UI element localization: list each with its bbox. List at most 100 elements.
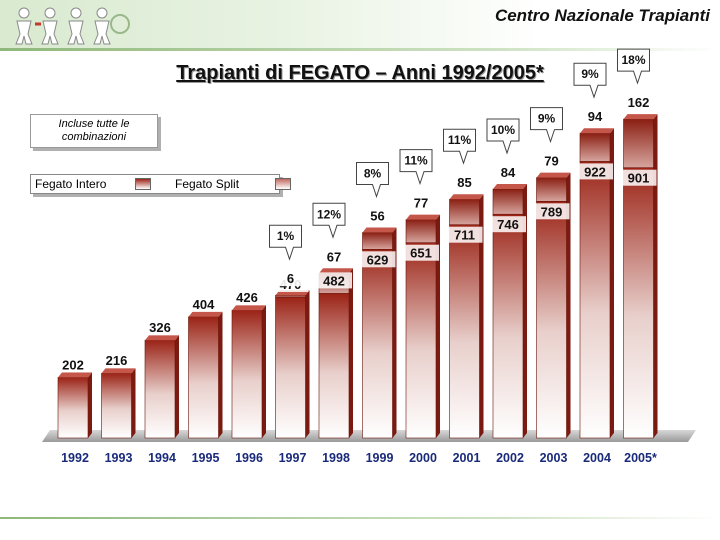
x-tick-label: 1993 [105, 451, 133, 465]
value-label-bg [533, 203, 570, 220]
bar-intero [275, 296, 306, 439]
value-label-intero: 326 [149, 320, 171, 335]
bar-split [275, 294, 306, 298]
value-label-split: 77 [414, 196, 428, 211]
percent-callout [530, 107, 563, 144]
x-tick-label: 2001 [453, 451, 481, 465]
percent-label: 11% [448, 133, 472, 147]
note-box: Incluse tutte le combinazioni [30, 114, 158, 148]
bar-top [145, 335, 179, 341]
value-label-bg [577, 163, 613, 180]
bar-top [188, 311, 223, 317]
bar-intero [579, 161, 611, 439]
bar-depth [479, 194, 484, 438]
bar-top [362, 227, 397, 233]
people-figures-icon [15, 7, 130, 45]
legend-swatch-split [275, 178, 291, 190]
bar-split [579, 132, 611, 162]
header-divider [0, 48, 720, 51]
value-label-intero: 216 [106, 353, 128, 368]
value-label-split: 79 [544, 154, 558, 169]
value-label-intero: 789 [541, 204, 563, 219]
percent-label: 1% [277, 229, 295, 243]
value-label-intero: 922 [584, 164, 606, 179]
x-tick-label: 2002 [496, 451, 524, 465]
bar-intero [144, 339, 176, 439]
x-tick-label: 2003 [540, 451, 568, 465]
value-label-bg [185, 295, 222, 312]
split-label-bg [403, 194, 439, 211]
percent-callout [399, 149, 433, 186]
x-tick-label: 1992 [61, 451, 89, 465]
legend-label-split: Fegato Split [175, 177, 240, 191]
bar-intero [231, 309, 263, 439]
percent-label: 11% [404, 154, 428, 168]
bar-top [580, 128, 614, 134]
bar-intero [362, 249, 393, 439]
bar-split [623, 118, 654, 168]
bar-intero [449, 224, 480, 439]
value-label-split: 85 [457, 175, 471, 190]
bar-split [449, 198, 480, 225]
value-label-bg [55, 356, 91, 373]
value-label-intero: 482 [323, 273, 345, 288]
value-label-split: 67 [327, 249, 341, 264]
percent-callout [573, 62, 607, 99]
percent-label: 12% [317, 207, 341, 221]
value-label-intero: 629 [367, 252, 389, 267]
value-label-split: 84 [501, 165, 516, 180]
bar-depth [88, 372, 92, 438]
bar-intero [536, 201, 567, 439]
percent-label: 8% [364, 167, 382, 181]
value-label-bg [403, 244, 439, 261]
bar-intero [623, 167, 654, 439]
value-label-bg [359, 251, 396, 268]
bar-depth [349, 268, 353, 438]
percent-label: 18% [621, 53, 645, 67]
x-tick-label: 1997 [279, 451, 307, 465]
footer-divider [0, 517, 720, 519]
value-label-bg [620, 169, 657, 186]
legend: Fegato Intero Fegato Split [30, 174, 291, 194]
value-label-intero: 202 [62, 357, 84, 372]
x-tick-label: 1994 [148, 451, 176, 465]
x-tick-label: 1996 [235, 451, 263, 465]
percent-label: 10% [491, 123, 515, 137]
bar-intero [492, 213, 524, 439]
bar-depth [131, 368, 136, 438]
bar-intero [188, 316, 219, 439]
value-label-intero: 901 [628, 171, 650, 186]
bar-split [536, 177, 567, 202]
legend-label-intero: Fegato Intero [35, 177, 107, 191]
percent-callout [486, 118, 520, 155]
value-label-intero: 651 [410, 246, 432, 261]
value-label-intero: 404 [193, 297, 215, 312]
bar-top [406, 214, 440, 220]
bar-intero [101, 372, 132, 439]
bar-top [58, 372, 92, 378]
bar-depth [175, 335, 179, 438]
percent-callout [443, 128, 476, 165]
bar-split [492, 188, 524, 215]
organization-name: Centro Nazionale Trapianti [494, 6, 710, 25]
bar-depth [218, 311, 223, 438]
bar-depth [653, 114, 658, 438]
split-label-bg [620, 94, 657, 111]
bar-depth [610, 128, 614, 438]
value-label-split: 162 [628, 95, 650, 110]
split-label-bg [316, 248, 352, 265]
percent-label: 9% [538, 112, 556, 126]
value-label-bg [142, 319, 178, 336]
value-label-bg [229, 289, 265, 306]
percent-callout [312, 202, 346, 239]
split-label-bg [446, 174, 483, 191]
value-label-split: 6 [287, 271, 294, 286]
value-label-intero: 746 [497, 217, 519, 232]
percent-callout [356, 162, 389, 199]
percent-callout [269, 224, 302, 261]
bar-depth [523, 184, 527, 438]
bar-top [536, 172, 571, 178]
bar-split [405, 219, 437, 244]
value-label-bg [98, 352, 135, 369]
bar-top [493, 184, 527, 189]
